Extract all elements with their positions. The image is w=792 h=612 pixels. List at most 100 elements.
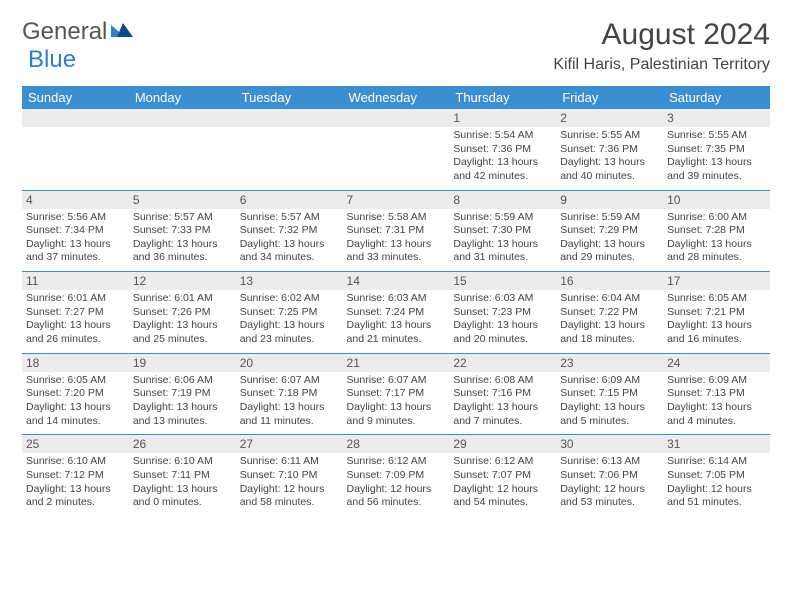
day-number: 5 <box>129 191 236 209</box>
calendar-cell-body: Sunrise: 5:59 AMSunset: 7:30 PMDaylight:… <box>449 209 556 272</box>
calendar-cell-number: 4 <box>22 190 129 209</box>
day-details: Sunrise: 6:03 AMSunset: 7:24 PMDaylight:… <box>343 290 450 353</box>
day-details: Sunrise: 6:10 AMSunset: 7:11 PMDaylight:… <box>129 453 236 516</box>
calendar-cell-body: Sunrise: 6:09 AMSunset: 7:13 PMDaylight:… <box>663 372 770 435</box>
calendar-cell-number: 23 <box>556 353 663 372</box>
calendar-cell-number: 29 <box>449 435 556 454</box>
day-number: 6 <box>236 191 343 209</box>
day-details: Sunrise: 6:01 AMSunset: 7:26 PMDaylight:… <box>129 290 236 353</box>
calendar-cell-body: Sunrise: 5:56 AMSunset: 7:34 PMDaylight:… <box>22 209 129 272</box>
calendar-cell-number <box>343 109 450 127</box>
calendar-cell-number: 15 <box>449 272 556 291</box>
sunset-line: Sunset: 7:12 PM <box>26 469 125 483</box>
weekday-header: Saturday <box>663 86 770 109</box>
calendar-cell-number <box>129 109 236 127</box>
calendar-cell-body: Sunrise: 6:10 AMSunset: 7:12 PMDaylight:… <box>22 453 129 516</box>
day-details: Sunrise: 6:03 AMSunset: 7:23 PMDaylight:… <box>449 290 556 353</box>
daylight-line: Daylight: 13 hours and 31 minutes. <box>453 238 552 265</box>
calendar-cell-number: 5 <box>129 190 236 209</box>
sunset-line: Sunset: 7:10 PM <box>240 469 339 483</box>
sunrise-line: Sunrise: 6:09 AM <box>560 374 659 388</box>
calendar-cell-body: Sunrise: 5:59 AMSunset: 7:29 PMDaylight:… <box>556 209 663 272</box>
day-details: Sunrise: 6:08 AMSunset: 7:16 PMDaylight:… <box>449 372 556 435</box>
calendar-cell-number: 28 <box>343 435 450 454</box>
calendar-cell-number: 8 <box>449 190 556 209</box>
calendar-cell-body: Sunrise: 5:57 AMSunset: 7:33 PMDaylight:… <box>129 209 236 272</box>
day-number: 28 <box>343 435 450 453</box>
sunrise-line: Sunrise: 6:05 AM <box>26 374 125 388</box>
calendar-cell-body: Sunrise: 5:55 AMSunset: 7:36 PMDaylight:… <box>556 127 663 190</box>
day-details: Sunrise: 6:00 AMSunset: 7:28 PMDaylight:… <box>663 209 770 272</box>
logo: General <box>22 18 135 46</box>
day-details: Sunrise: 5:54 AMSunset: 7:36 PMDaylight:… <box>449 127 556 190</box>
calendar-cell-number: 2 <box>556 109 663 127</box>
day-number: 20 <box>236 354 343 372</box>
calendar-cell-number: 26 <box>129 435 236 454</box>
day-number: 31 <box>663 435 770 453</box>
daylight-line: Daylight: 12 hours and 51 minutes. <box>667 483 766 510</box>
calendar-cell-body <box>343 127 450 190</box>
day-number: 19 <box>129 354 236 372</box>
sunset-line: Sunset: 7:28 PM <box>667 224 766 238</box>
calendar-cell-number: 18 <box>22 353 129 372</box>
sunrise-line: Sunrise: 6:07 AM <box>240 374 339 388</box>
sunset-line: Sunset: 7:09 PM <box>347 469 446 483</box>
calendar-cell-number <box>22 109 129 127</box>
day-number: 11 <box>22 272 129 290</box>
calendar-cell-number: 6 <box>236 190 343 209</box>
sunset-line: Sunset: 7:21 PM <box>667 306 766 320</box>
calendar-cell-number: 31 <box>663 435 770 454</box>
calendar-header-row: SundayMondayTuesdayWednesdayThursdayFrid… <box>22 86 770 109</box>
calendar-cell-body: Sunrise: 5:58 AMSunset: 7:31 PMDaylight:… <box>343 209 450 272</box>
sunrise-line: Sunrise: 6:04 AM <box>560 292 659 306</box>
sunset-line: Sunset: 7:36 PM <box>560 143 659 157</box>
day-number <box>343 109 450 127</box>
logo-blue-text: Blue <box>28 46 76 74</box>
daylight-line: Daylight: 13 hours and 0 minutes. <box>133 483 232 510</box>
daylight-line: Daylight: 13 hours and 11 minutes. <box>240 401 339 428</box>
calendar-cell-body: Sunrise: 6:11 AMSunset: 7:10 PMDaylight:… <box>236 453 343 516</box>
sunrise-line: Sunrise: 5:58 AM <box>347 211 446 225</box>
daylight-line: Daylight: 13 hours and 20 minutes. <box>453 319 552 346</box>
calendar-cell-number: 27 <box>236 435 343 454</box>
logo-text-general: General <box>22 18 107 46</box>
daylight-line: Daylight: 13 hours and 29 minutes. <box>560 238 659 265</box>
day-number <box>236 109 343 127</box>
calendar-cell-number: 22 <box>449 353 556 372</box>
sunrise-line: Sunrise: 6:11 AM <box>240 455 339 469</box>
daylight-line: Daylight: 12 hours and 53 minutes. <box>560 483 659 510</box>
calendar-cell-number: 9 <box>556 190 663 209</box>
calendar-table: SundayMondayTuesdayWednesdayThursdayFrid… <box>22 86 770 516</box>
sunset-line: Sunset: 7:16 PM <box>453 387 552 401</box>
sunset-line: Sunset: 7:33 PM <box>133 224 232 238</box>
calendar-cell-body: Sunrise: 6:07 AMSunset: 7:18 PMDaylight:… <box>236 372 343 435</box>
calendar-cell-body: Sunrise: 6:12 AMSunset: 7:07 PMDaylight:… <box>449 453 556 516</box>
day-details: Sunrise: 6:04 AMSunset: 7:22 PMDaylight:… <box>556 290 663 353</box>
calendar-cell-body: Sunrise: 6:10 AMSunset: 7:11 PMDaylight:… <box>129 453 236 516</box>
calendar-cell-number: 30 <box>556 435 663 454</box>
sunset-line: Sunset: 7:30 PM <box>453 224 552 238</box>
calendar-cell-number: 25 <box>22 435 129 454</box>
weekday-header: Friday <box>556 86 663 109</box>
day-details: Sunrise: 5:55 AMSunset: 7:36 PMDaylight:… <box>556 127 663 190</box>
sunset-line: Sunset: 7:05 PM <box>667 469 766 483</box>
calendar-cell-number: 21 <box>343 353 450 372</box>
page-title: August 2024 <box>553 18 770 52</box>
location-subtitle: Kifil Haris, Palestinian Territory <box>553 56 770 74</box>
daylight-line: Daylight: 13 hours and 13 minutes. <box>133 401 232 428</box>
daylight-line: Daylight: 13 hours and 21 minutes. <box>347 319 446 346</box>
daylight-line: Daylight: 13 hours and 5 minutes. <box>560 401 659 428</box>
sunset-line: Sunset: 7:18 PM <box>240 387 339 401</box>
weekday-header: Tuesday <box>236 86 343 109</box>
sunset-line: Sunset: 7:07 PM <box>453 469 552 483</box>
day-number: 7 <box>343 191 450 209</box>
sunrise-line: Sunrise: 6:06 AM <box>133 374 232 388</box>
title-block: August 2024 Kifil Haris, Palestinian Ter… <box>553 18 770 74</box>
calendar-cell-number: 12 <box>129 272 236 291</box>
day-details: Sunrise: 5:59 AMSunset: 7:29 PMDaylight:… <box>556 209 663 272</box>
day-number: 27 <box>236 435 343 453</box>
sunrise-line: Sunrise: 6:02 AM <box>240 292 339 306</box>
day-number: 14 <box>343 272 450 290</box>
daylight-line: Daylight: 13 hours and 36 minutes. <box>133 238 232 265</box>
daylight-line: Daylight: 13 hours and 18 minutes. <box>560 319 659 346</box>
